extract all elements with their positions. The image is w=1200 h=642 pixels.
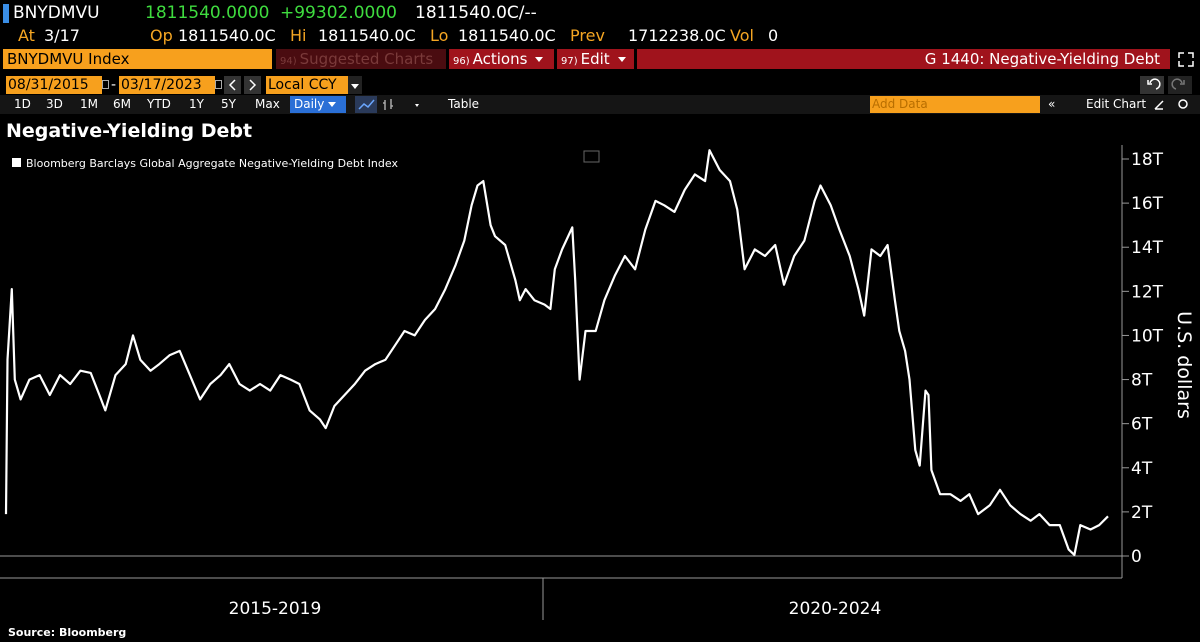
collapse-icon[interactable]: «	[1048, 97, 1056, 111]
y-tick-label: 18T	[1131, 150, 1164, 170]
menu-number: 97)	[561, 56, 578, 67]
frequency-label: Daily	[294, 97, 325, 111]
end-date[interactable]: 03/17/2023	[119, 76, 215, 94]
bid-ask: 1811540.0C/--	[415, 3, 537, 23]
expand-icon[interactable]	[1176, 50, 1196, 68]
function-title: G 1440: Negative-Yielding Debt	[637, 49, 1170, 69]
y-tick-label: 0	[1131, 547, 1142, 567]
period-button[interactable]: 3D	[46, 97, 63, 111]
table-button[interactable]: Table	[448, 97, 480, 111]
menu-label: Suggested Charts	[299, 50, 434, 68]
hi-label: Hi	[290, 26, 307, 45]
prev-label: Prev	[570, 26, 605, 45]
source: Source: Bloomberg	[8, 626, 126, 639]
y-tick-label: 14T	[1131, 238, 1164, 258]
vol-value: 0	[768, 26, 779, 45]
at-label: At	[18, 26, 35, 45]
y-tick-label: 16T	[1131, 194, 1164, 214]
edit-menu[interactable]: 97) Edit	[557, 49, 634, 69]
change: +99302.0000	[280, 3, 397, 23]
suggested-charts[interactable]: 94) Suggested Charts	[276, 49, 446, 69]
legend-swatch	[12, 158, 21, 167]
chart-tools[interactable]	[1152, 96, 1196, 113]
x-period-label: 2015-2019	[229, 599, 322, 619]
period-button[interactable]: 1D	[14, 97, 31, 111]
last-price: 1811540.0000	[145, 3, 270, 23]
y-tick-label: 8T	[1131, 371, 1153, 391]
y-tick-label: 12T	[1131, 282, 1164, 302]
period-button[interactable]: 6M	[113, 97, 131, 111]
menu-label: Edit	[580, 50, 610, 68]
edit-chart[interactable]: Edit Chart	[1086, 97, 1147, 111]
add-data[interactable]: Add Data	[870, 96, 1040, 113]
hi-value: 1811540.0C	[318, 26, 416, 45]
y-tick-label: 10T	[1131, 326, 1164, 346]
y-tick-label: 6T	[1131, 415, 1153, 435]
undo-redo[interactable]	[1140, 76, 1196, 94]
chart-type-icon[interactable]	[583, 150, 600, 163]
calendar-icon[interactable]	[215, 80, 222, 89]
series-line	[4, 149, 1109, 556]
legend-label: Bloomberg Barclays Global Aggregate Nega…	[26, 157, 398, 170]
security-field[interactable]: BNYDMVU Index	[3, 49, 272, 69]
op-label: Op	[150, 26, 173, 45]
ticker-marker	[3, 4, 9, 23]
ticker: BNYDMVU	[13, 3, 100, 23]
lo-value: 1811540.0C	[458, 26, 556, 45]
start-date[interactable]: 08/31/2015	[6, 76, 102, 94]
menu-number: 94)	[280, 56, 297, 67]
calendar-icon[interactable]	[102, 80, 109, 89]
y-axis-label: U.S. dollars	[1173, 311, 1195, 419]
at-value: 3/17	[44, 26, 80, 45]
period-button[interactable]: Max	[255, 97, 280, 111]
period-button[interactable]: 5Y	[221, 97, 236, 111]
actions-menu[interactable]: 96) Actions	[449, 49, 554, 69]
period-button[interactable]: YTD	[147, 97, 171, 111]
period-button[interactable]: 1Y	[189, 97, 204, 111]
period-button[interactable]: 1M	[80, 97, 98, 111]
op-value: 1811540.0C	[178, 26, 276, 45]
prev-value: 1712238.0C	[628, 26, 726, 45]
currency-dropdown[interactable]	[348, 76, 362, 94]
chart-style-icons[interactable]	[355, 96, 425, 113]
nav-buttons[interactable]	[224, 76, 262, 94]
y-tick-label: 2T	[1131, 503, 1153, 523]
frequency[interactable]: Daily	[290, 96, 346, 113]
date-separator: -	[111, 77, 117, 93]
x-period-label: 2020-2024	[789, 599, 882, 619]
chart-title: Negative-Yielding Debt	[6, 120, 252, 142]
currency[interactable]: Local CCY	[266, 76, 362, 94]
y-tick-label: 4T	[1131, 459, 1153, 479]
lo-label: Lo	[430, 26, 449, 45]
menu-number: 96)	[453, 56, 470, 67]
menu-label: Actions	[472, 50, 528, 68]
vol-label: Vol	[730, 26, 754, 45]
